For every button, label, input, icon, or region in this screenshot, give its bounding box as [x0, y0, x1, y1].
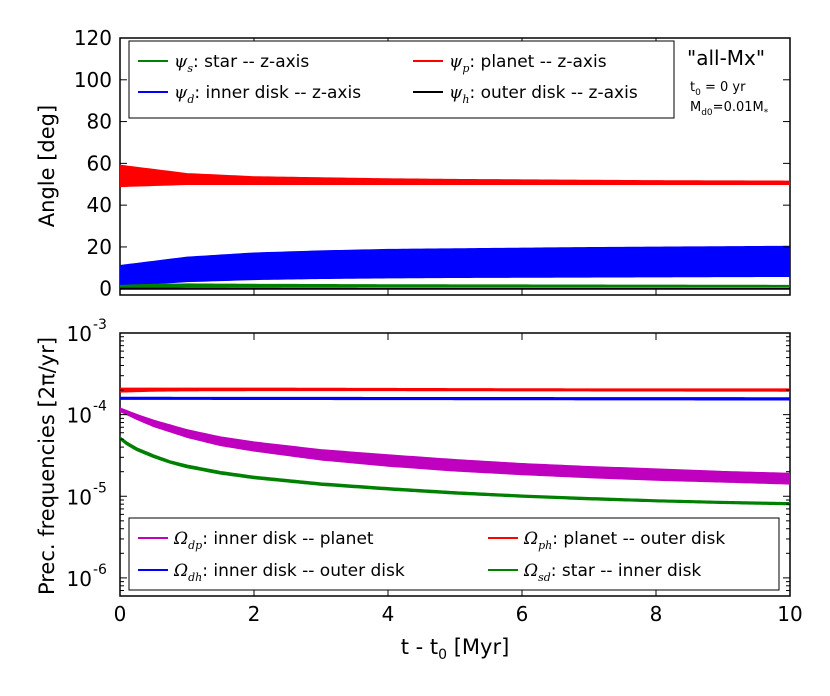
bottom-ytick-exponent: -6 — [93, 562, 107, 578]
top-panel: 0 20 40 60 80 100 120 Angle [deg] ψs: star -- … — [35, 26, 791, 301]
bottom-xtick-label: 8 — [650, 602, 663, 626]
bottom-ytick-exponent: -3 — [93, 317, 107, 333]
bottom-xtick-label: 2 — [248, 602, 261, 626]
top-ytick-label: 20 — [87, 235, 112, 259]
legend-label-psi-s: ψs: star -- z-axis — [174, 52, 309, 75]
top-ytick-label: 80 — [87, 110, 112, 134]
top-annotation: "all-Mx" t0 = 0 yr Md0=0.01M* — [687, 46, 769, 118]
bottom-plot-frame — [119, 332, 791, 597]
bottom-ytick-label: 10 — [67, 485, 92, 509]
series-psi-d — [120, 245, 790, 288]
legend-label-psi-h: ψh: outer disk -- z-axis — [449, 83, 638, 106]
top-ylabel: Angle [deg] — [35, 105, 59, 227]
bottom-xlabel: t - t0 [Myr] — [401, 635, 510, 663]
series-psi-s — [120, 283, 790, 290]
bottom-legend: Ωdp: inner disk -- planet Ωph: planet -- … — [128, 517, 780, 591]
bottom-ytick-exponent: -5 — [93, 480, 107, 496]
series-omega-dh — [120, 396, 790, 401]
legend-label-omega-sd: Ωsd: star -- inner disk — [523, 561, 701, 584]
bottom-ytick-label: 10 — [67, 404, 92, 428]
bottom-xtick-label: 4 — [382, 602, 395, 626]
bottom-xtick-label: 6 — [516, 602, 529, 626]
series-omega-sd — [120, 436, 790, 506]
top-ytick-label: 60 — [87, 151, 112, 175]
bottom-xtick-label: 0 — [114, 602, 127, 626]
bottom-ytick-label: 10 — [67, 567, 92, 591]
md0-annotation: Md0=0.01M* — [690, 100, 769, 118]
top-ytick-label: 100 — [74, 68, 112, 92]
bottom-xtick-label: 10 — [777, 602, 802, 626]
legend-label-psi-d: ψd: inner disk -- z-axis — [174, 83, 361, 106]
series-omega-dp — [120, 407, 790, 485]
bottom-ytick-exponent: -4 — [93, 399, 107, 415]
bottom-plot-area — [120, 387, 790, 506]
top-ytick-label: 120 — [74, 26, 112, 50]
legend-label-omega-ph: Ωph: planet -- outer disk — [523, 529, 725, 552]
top-ytick-label: 40 — [87, 193, 112, 217]
bottom-legend-frame — [128, 517, 780, 591]
top-axis-ticks: 0 20 40 60 80 100 120 — [74, 26, 791, 301]
series-omega-ph — [120, 387, 790, 393]
bottom-ytick-label: 10 — [67, 322, 92, 346]
model-name: "all-Mx" — [687, 46, 765, 70]
top-legend: ψs: star -- z-axis ψp: planet -- z-axis ψd… — [128, 40, 675, 119]
series-psi-p — [120, 164, 790, 188]
legend-label-omega-dh: Ωdh: inner disk -- outer disk — [173, 561, 405, 584]
top-legend-frame — [128, 40, 675, 119]
legend-label-omega-dp: Ωdp: inner disk -- planet — [173, 529, 374, 552]
top-ytick-label: 0 — [99, 277, 112, 301]
legend-label-psi-p: ψp: planet -- z-axis — [449, 52, 607, 75]
top-plot-area — [120, 164, 790, 290]
t0-annotation: t0 = 0 yr — [690, 80, 746, 98]
bottom-ylabel: Prec. frequencies [2π/yr] — [35, 337, 59, 595]
